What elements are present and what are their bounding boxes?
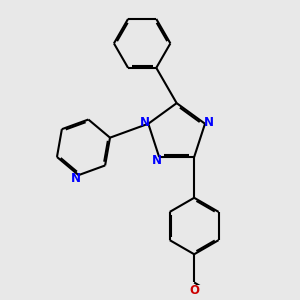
Text: N: N	[70, 172, 80, 185]
Text: N: N	[204, 116, 214, 129]
Text: N: N	[152, 154, 162, 167]
Text: N: N	[140, 116, 150, 129]
Text: O: O	[189, 284, 199, 297]
